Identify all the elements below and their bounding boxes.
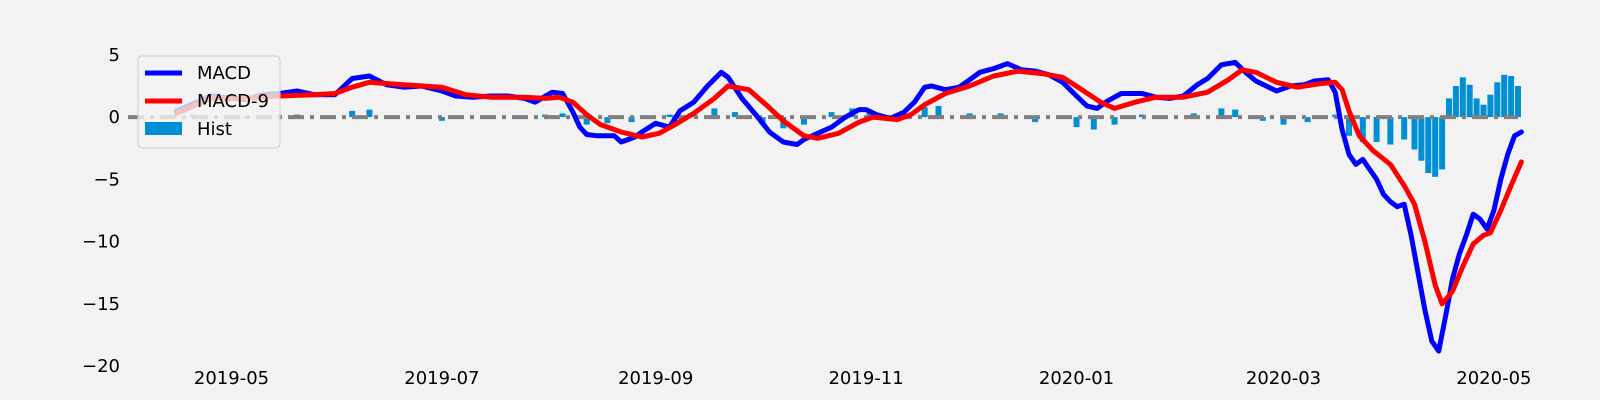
hist-bar: [1111, 117, 1118, 125]
hist-bar: [1459, 77, 1466, 118]
legend: MACD MACD-9 Hist: [137, 55, 281, 149]
hist-bar: [666, 114, 673, 118]
hist-bar: [1494, 82, 1501, 118]
hist-bar: [1373, 117, 1380, 142]
y-tick-label: −5: [93, 169, 120, 190]
hist-bar: [1515, 86, 1521, 118]
y-tick-label: 0: [109, 107, 120, 128]
hist-bar: [628, 117, 635, 123]
x-tick-label: 2019-09: [618, 368, 693, 389]
hist-bar: [1218, 108, 1225, 118]
hist-bar: [1232, 109, 1239, 118]
hist-bar: [604, 117, 611, 124]
hist-bar: [583, 117, 590, 125]
plot-area: [128, 59, 1524, 354]
x-axis-ticks: 2019-05 2019-07 2019-09 2019-11 2020-01 2020-…: [194, 368, 1532, 389]
hist-bar: [801, 117, 807, 125]
hist-bar: [1452, 86, 1459, 118]
x-tick-label: 2020-01: [1039, 368, 1114, 389]
series-line-macd-9: [173, 67, 1524, 307]
hist-bar: [1425, 117, 1432, 174]
legend-swatch-hist: [145, 122, 182, 135]
hist-bar: [1432, 117, 1439, 177]
x-tick-label: 2020-03: [1246, 368, 1321, 389]
y-tick-label: 5: [109, 45, 120, 66]
hist-bar: [1304, 117, 1311, 123]
hist-bar: [1418, 117, 1425, 161]
hist-bar: [935, 105, 942, 118]
hist-bar: [349, 110, 356, 118]
hist-bar: [1280, 117, 1287, 125]
hist-bar: [1090, 117, 1097, 130]
hist-bar: [921, 107, 928, 118]
hist-bar: [1446, 98, 1452, 118]
hist-bar: [732, 112, 738, 118]
hist-bar: [1411, 117, 1418, 150]
hist-bar: [1073, 117, 1080, 128]
y-tick-label: −20: [82, 356, 120, 377]
legend-label-macd-9: MACD-9: [197, 91, 269, 112]
hist-bar: [1480, 104, 1487, 118]
hist-bar: [711, 108, 718, 118]
hist-bar: [1359, 117, 1366, 142]
hist-bar: [1466, 84, 1473, 118]
hist-bar: [1508, 76, 1515, 118]
hist-bar: [1346, 117, 1352, 136]
x-tick-label: 2019-05: [194, 368, 269, 389]
legend-label-hist: Hist: [197, 119, 232, 140]
series-lines: [173, 59, 1524, 354]
hist-bar: [1401, 117, 1408, 140]
x-tick-label: 2020-05: [1456, 368, 1531, 389]
hist-bar: [1032, 117, 1039, 123]
hist-bar: [1473, 98, 1480, 118]
hist-bar: [828, 112, 835, 118]
hist-bar: [559, 113, 566, 118]
hist-bar: [1439, 117, 1446, 170]
hist-bar: [1487, 94, 1494, 118]
y-tick-label: −10: [82, 232, 120, 253]
hist-bar: [1387, 117, 1394, 145]
legend-label-macd: MACD: [197, 63, 251, 84]
hist-bar: [366, 109, 373, 118]
x-tick-label: 2019-11: [828, 368, 903, 389]
y-tick-label: −15: [82, 294, 120, 315]
hist-bar: [1501, 74, 1508, 118]
x-tick-label: 2019-07: [404, 368, 479, 389]
y-axis-ticks: 5 0 −5 −10 −15 −20: [82, 45, 120, 377]
series-line-macd: [173, 59, 1524, 354]
